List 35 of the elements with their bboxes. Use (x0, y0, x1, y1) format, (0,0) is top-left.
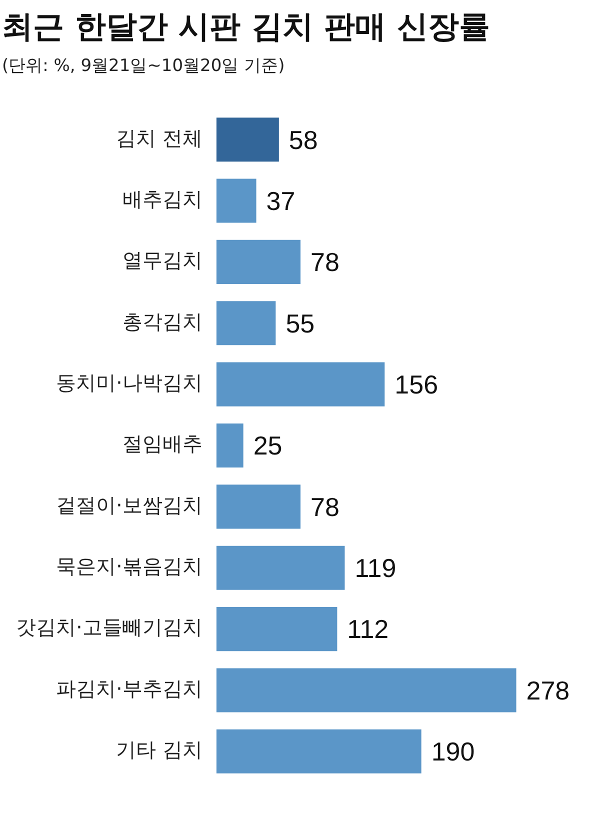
y-tick-label: 파김치·부추김치 (56, 676, 202, 700)
data-label: 112 (347, 614, 389, 644)
data-label: 190 (431, 736, 475, 767)
data-label: 55 (286, 308, 315, 338)
y-tick-label: 김치 전체 (116, 126, 202, 150)
y-tick-label: 절임배추 (122, 432, 202, 456)
bar (216, 729, 422, 774)
bar (216, 668, 516, 712)
bar (216, 118, 279, 162)
y-tick-label: 열무김치 (122, 248, 202, 272)
chart-title: 최근 한달간 시판 김치 판매 신장률 (2, 8, 491, 47)
data-label: 278 (526, 675, 570, 706)
bar (216, 362, 385, 406)
y-tick-label: 기타 김치 (116, 738, 202, 762)
data-label: 25 (253, 430, 282, 461)
data-label: 156 (394, 369, 438, 400)
y-tick-label: 겉절이·보쌈김치 (56, 492, 202, 517)
y-tick-label: 갓김치·고들빼기김치 (16, 615, 202, 640)
y-tick-label: 묵은지·볶음김치 (56, 554, 202, 578)
data-label: 37 (266, 186, 296, 216)
bar (216, 546, 345, 590)
bar (216, 484, 301, 529)
chart-subtitle: (단위: %, 9월21일~10월20일 기준) (2, 55, 286, 77)
data-label: 78 (310, 492, 340, 522)
bar (216, 423, 244, 468)
y-tick-label: 배추김치 (122, 186, 202, 211)
bar (216, 178, 256, 223)
bar (216, 607, 338, 652)
bar (216, 240, 301, 284)
y-tick-label: 총각김치 (122, 309, 202, 334)
data-label: 58 (288, 124, 318, 155)
data-label: 119 (354, 553, 396, 584)
y-tick-label: 동치미·나박김치 (56, 370, 202, 395)
data-label: 78 (310, 247, 340, 278)
bar (216, 301, 276, 346)
